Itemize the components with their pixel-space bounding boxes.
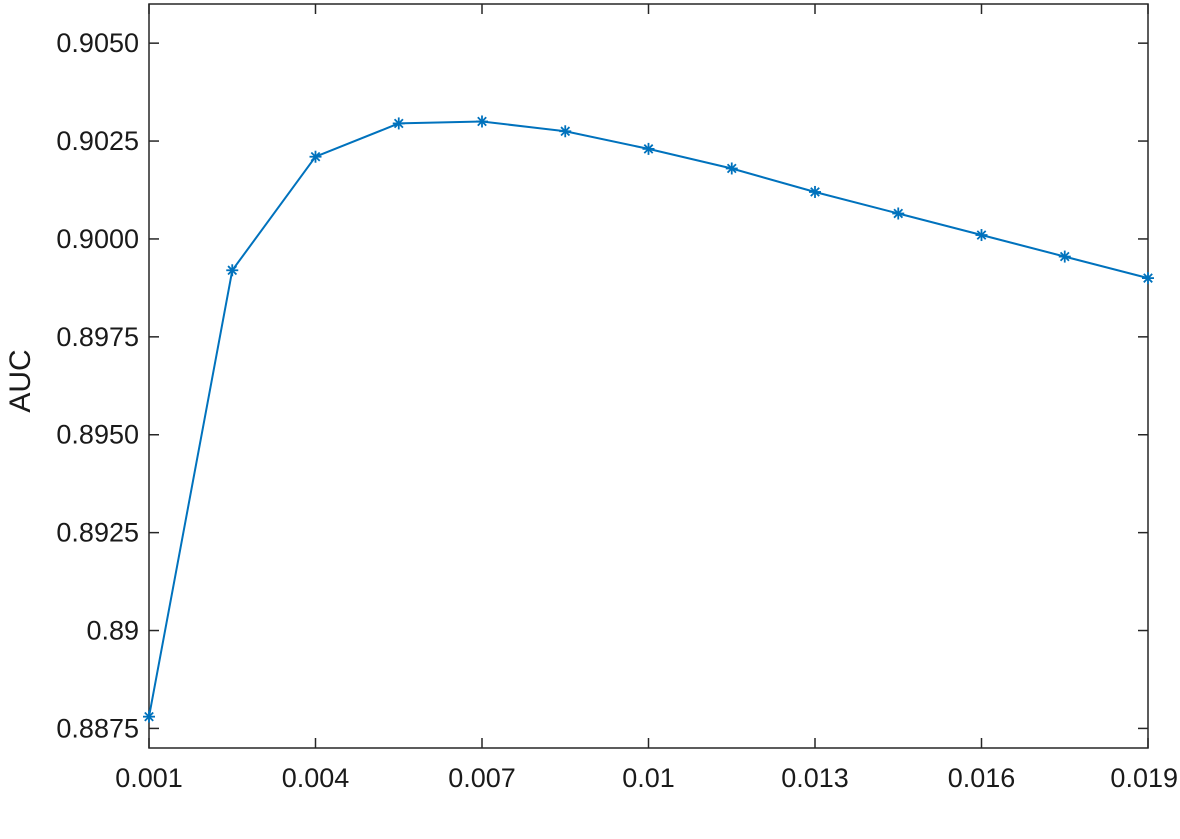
x-tick-label: 0.016 bbox=[948, 763, 1016, 793]
y-axis-label: AUC bbox=[4, 349, 37, 412]
x-tick-label: 0.007 bbox=[448, 763, 516, 793]
plot-area bbox=[148, 3, 1149, 749]
data-point-marker bbox=[892, 207, 905, 220]
y-tick-label: 0.8925 bbox=[56, 518, 139, 548]
data-point-marker bbox=[226, 264, 239, 277]
y-tick-label: 0.9025 bbox=[56, 126, 139, 156]
series-markers bbox=[143, 115, 1154, 723]
data-point-marker bbox=[725, 162, 738, 175]
x-axis: 0.001 0.004 0.007 0.01 0.013 0.016 0.019 bbox=[115, 4, 1178, 793]
x-tick-label: 0.019 bbox=[1110, 763, 1178, 793]
y-axis: 0.8875 0.89 0.8925 0.8950 0.8975 0.9000 0.9025… bbox=[56, 28, 1148, 743]
y-tick-label: 0.89 bbox=[86, 616, 139, 646]
data-point-marker bbox=[559, 125, 572, 138]
data-point-marker bbox=[392, 117, 405, 130]
y-tick-label: 0.8950 bbox=[56, 420, 139, 450]
data-point-marker bbox=[1058, 250, 1071, 263]
data-point-marker bbox=[143, 710, 155, 723]
data-point-marker bbox=[975, 229, 988, 242]
data-point-marker bbox=[809, 185, 821, 198]
data-point-marker bbox=[1142, 272, 1154, 285]
data-point-marker bbox=[476, 115, 488, 128]
x-tick-label: 0.013 bbox=[781, 763, 849, 793]
y-tick-label: 0.9050 bbox=[56, 28, 139, 58]
data-point-marker bbox=[642, 142, 655, 155]
y-tick-label: 0.8975 bbox=[56, 322, 139, 352]
x-tick-label: 0.004 bbox=[282, 763, 350, 793]
y-tick-label: 0.8875 bbox=[56, 713, 139, 743]
data-point-marker bbox=[309, 150, 322, 163]
x-tick-label: 0.01 bbox=[622, 763, 675, 793]
x-tick-label: 0.001 bbox=[115, 763, 183, 793]
y-tick-label: 0.9000 bbox=[56, 224, 139, 254]
